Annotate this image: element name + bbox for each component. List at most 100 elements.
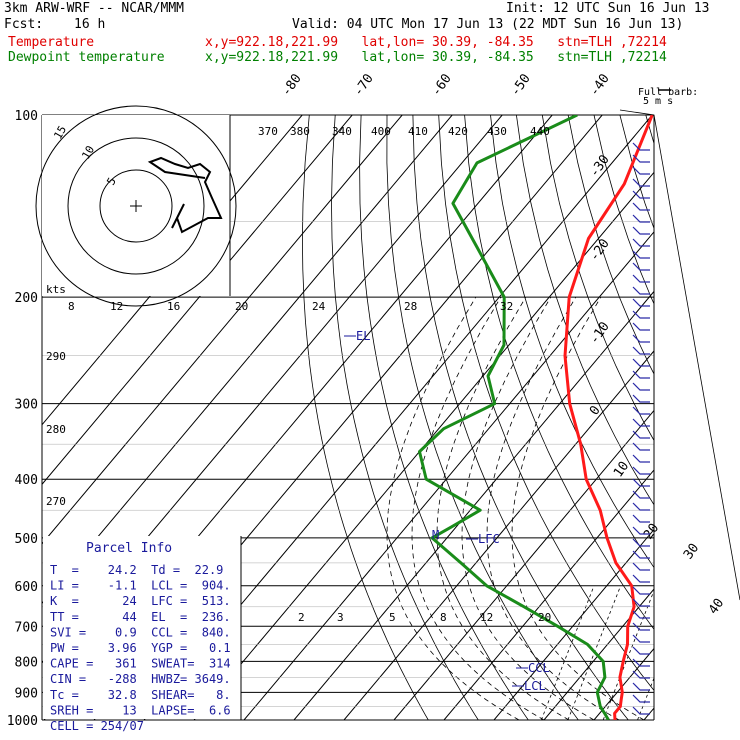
wind-barb — [632, 634, 650, 643]
parcel-info-row: T = 24.2 Td = 22.9 — [50, 563, 223, 577]
moist-adiabat-line — [486, 296, 620, 720]
parcel-info-row: K = 24 LFC = 513. — [50, 594, 231, 608]
isotherm-line — [42, 115, 403, 545]
wind-barb — [632, 394, 650, 403]
pressure-tick-label: 800 — [15, 655, 38, 670]
wind-barb — [632, 694, 650, 703]
annotation-lcl: LCL — [524, 679, 546, 693]
pressure-tick-label: 200 — [15, 291, 38, 306]
wind-barb — [632, 682, 650, 691]
init-time: Init: 12 UTC Sun 16 Jun 13 — [506, 1, 710, 16]
dewpoint-legend-label: Dewpoint temperature — [8, 50, 165, 65]
mixing-ratio-label: 3 — [337, 611, 344, 624]
isotherm-label: -60 — [429, 71, 455, 99]
wind-barb — [632, 658, 650, 667]
parcel-info-row: TT = 44 EL = 236. — [50, 610, 231, 624]
hodograph-trace — [147, 156, 223, 234]
moist-adiabat-line — [461, 296, 595, 720]
mixing-ratio-label: 8 — [68, 300, 75, 313]
pressure-tick-label: 900 — [15, 686, 38, 701]
isotherm-line — [42, 115, 453, 605]
mixing-ratio-label: 20 — [235, 300, 248, 313]
mixing-ratio-label: 12 — [480, 611, 493, 624]
moist-adiabat-line — [436, 296, 570, 720]
valid-time: Valid: 04 UTC Mon 17 Jun 13 (22 MDT Sun … — [292, 17, 684, 32]
isotherm-line — [243, 231, 654, 720]
theta-e-label: 420 — [448, 125, 468, 138]
moist-adiabat-line — [411, 296, 545, 720]
wind-barb-legend-title: Full barb: — [638, 87, 698, 98]
wind-barb — [632, 646, 650, 655]
wind-barb — [632, 598, 650, 607]
wind-barb — [632, 502, 650, 511]
mixing-ratio-label: 24 — [312, 300, 326, 313]
theta-e-label: 440 — [530, 125, 550, 138]
theta-e-label: 400 — [371, 125, 391, 138]
moist-adiabat-line — [511, 296, 645, 720]
barb-panel-outline — [619, 109, 740, 601]
temperature-profile — [563, 115, 654, 720]
temperature-location-info: x,y=922.18,221.99 lat,lon= 30.39, -84.35… — [205, 35, 667, 50]
dewpoint-profile — [418, 115, 610, 720]
wind-barb — [632, 250, 650, 259]
isotherm-label: -40 — [587, 71, 613, 99]
isotherm-label: 30 — [681, 541, 702, 562]
mixing-ratio-label: 5 — [389, 611, 396, 624]
wind-barb — [632, 526, 650, 535]
theta-label: 280 — [46, 423, 66, 436]
annotation-marker-M: M — [432, 528, 439, 542]
wind-barb — [632, 166, 650, 175]
pressure-tick-label: 100 — [15, 109, 38, 124]
parcel-info-row: CAPE = 361 SWEAT= 314 — [50, 657, 231, 671]
isotherm-line — [343, 350, 654, 720]
model-title: 3km ARW-WRF -- NCAR/MMM — [4, 1, 185, 16]
theta-e-label: 430 — [487, 125, 507, 138]
dry-adiabat-line — [645, 115, 654, 145]
wind-barb — [632, 670, 650, 679]
dry-adiabat-line — [331, 115, 479, 720]
parcel-info-title: Parcel Info — [86, 541, 172, 556]
wind-barb — [632, 622, 650, 631]
isotherm-label: 40 — [706, 596, 727, 617]
wind-barb — [632, 406, 650, 415]
mixing-ratio-line — [637, 676, 654, 720]
theta-label: 270 — [46, 495, 66, 508]
hodograph-ring — [99, 169, 173, 243]
wind-barb — [632, 286, 650, 295]
isotherm-label: 10 — [611, 459, 632, 480]
wind-barb — [632, 214, 650, 223]
temperature-legend-label: Temperature — [8, 35, 95, 50]
wind-barb — [632, 490, 650, 499]
dry-adiabat-line — [698, 115, 740, 720]
hodograph-ring — [67, 137, 205, 275]
theta-e-label: 410 — [408, 125, 428, 138]
wind-barb — [632, 382, 650, 391]
isotherm-line — [643, 707, 654, 720]
dewpoint-location-info: x,y=922.18,221.99 lat,lon= 30.39, -84.35… — [205, 50, 667, 65]
mixing-ratio-label: 32 — [500, 300, 513, 313]
isotherm-label: 0 — [587, 403, 604, 418]
wind-barb — [632, 154, 650, 163]
wind-barb — [632, 538, 650, 547]
wind-barb — [632, 430, 650, 439]
moist-adiabat-line — [386, 296, 520, 720]
mixing-ratio-label: 8 — [440, 611, 447, 624]
parcel-info-row: CIN = -288 HWBZ= 3649. — [50, 672, 231, 686]
parcel-info-row: SVI = 0.9 CCL = 840. — [50, 625, 231, 639]
parcel-info-row: CELL = 254/07 — [50, 719, 144, 733]
theta-e-label: 340 — [332, 125, 352, 138]
mixing-ratio-label: 16 — [167, 300, 180, 313]
parcel-info-row: PW = 3.96 YGP = 0.1 — [50, 641, 231, 655]
parcel-info-row: SREH = 13 LAPSE= 6.6 — [50, 703, 231, 717]
parcel-info-row: Tc = 32.8 SHEAR= 8. — [50, 688, 231, 702]
wind-barb — [632, 550, 650, 559]
wind-barb — [632, 142, 650, 151]
hodograph-ring — [35, 105, 237, 307]
dry-adiabat-line — [723, 115, 740, 720]
wind-barb — [632, 274, 650, 283]
wind-barb — [632, 358, 650, 367]
isotherm-label: -10 — [587, 319, 613, 347]
wind-barb — [632, 262, 650, 271]
isotherm-line — [293, 290, 654, 720]
